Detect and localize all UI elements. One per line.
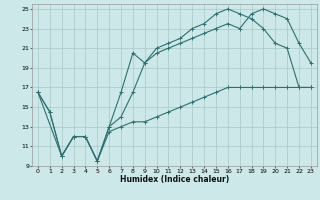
X-axis label: Humidex (Indice chaleur): Humidex (Indice chaleur) bbox=[120, 175, 229, 184]
